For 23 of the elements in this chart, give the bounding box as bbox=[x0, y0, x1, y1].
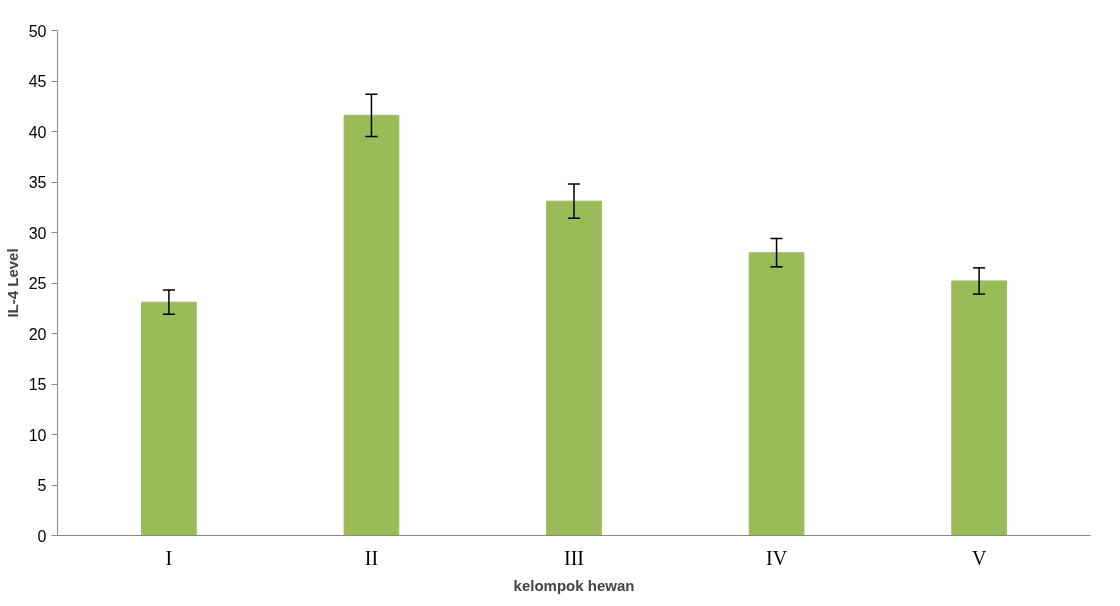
bar bbox=[951, 280, 1007, 536]
y-tick-label: 45 bbox=[28, 73, 47, 90]
x-tick-label: I bbox=[165, 546, 173, 569]
bar bbox=[141, 301, 197, 536]
bar bbox=[748, 252, 805, 536]
y-tick-label: 5 bbox=[37, 477, 47, 494]
x-axis-title: kelompok hewan bbox=[513, 576, 635, 594]
y-tick-label: 15 bbox=[28, 376, 47, 393]
x-tick-label: II bbox=[364, 546, 379, 569]
bar bbox=[546, 200, 602, 536]
y-tick-label: 40 bbox=[28, 123, 47, 141]
y-tick-label: 25 bbox=[28, 275, 47, 292]
y-tick-label: 30 bbox=[28, 224, 47, 242]
y-tick-label: 35 bbox=[28, 174, 47, 191]
x-tick-label: V bbox=[971, 546, 987, 569]
y-tick-label: 10 bbox=[28, 426, 47, 444]
x-tick-label: IV bbox=[766, 546, 788, 569]
bar bbox=[343, 114, 400, 536]
y-axis-title: IL-4 Level bbox=[3, 248, 21, 318]
x-tick-label: III bbox=[564, 546, 584, 569]
y-tick-label: 20 bbox=[28, 325, 47, 343]
y-tick-label: 0 bbox=[37, 527, 47, 545]
y-tick-label: 50 bbox=[28, 22, 47, 40]
